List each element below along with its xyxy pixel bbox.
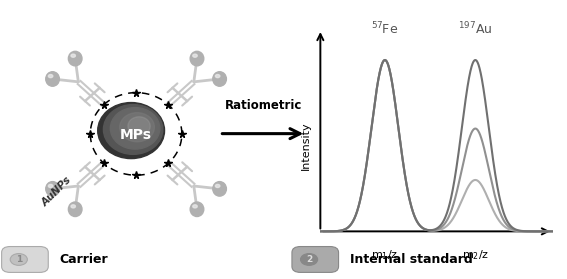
FancyBboxPatch shape <box>2 247 48 272</box>
Ellipse shape <box>46 182 60 196</box>
Text: 1: 1 <box>16 255 22 264</box>
Ellipse shape <box>111 108 160 149</box>
Ellipse shape <box>213 182 226 196</box>
Ellipse shape <box>71 205 75 208</box>
Ellipse shape <box>98 103 164 158</box>
Ellipse shape <box>193 54 197 57</box>
Ellipse shape <box>213 72 226 86</box>
Text: m$_1$/z: m$_1$/z <box>371 249 399 262</box>
Text: Ratiometric: Ratiometric <box>225 98 302 112</box>
Circle shape <box>301 254 318 265</box>
Ellipse shape <box>103 105 163 154</box>
Ellipse shape <box>46 72 60 86</box>
Text: $^{57}$Fe: $^{57}$Fe <box>371 21 399 38</box>
Circle shape <box>10 254 27 265</box>
Text: $^{197}$Au: $^{197}$Au <box>458 21 493 38</box>
Text: MPs: MPs <box>120 128 152 142</box>
Text: 2: 2 <box>306 255 312 264</box>
Ellipse shape <box>128 117 150 135</box>
Ellipse shape <box>69 51 82 66</box>
Text: Carrier: Carrier <box>60 253 108 266</box>
Text: AuNPs: AuNPs <box>40 175 74 209</box>
Ellipse shape <box>69 202 82 217</box>
Ellipse shape <box>193 205 197 208</box>
Text: m$_2$/z: m$_2$/z <box>462 249 489 262</box>
Ellipse shape <box>71 54 75 57</box>
Ellipse shape <box>190 51 204 66</box>
Ellipse shape <box>120 113 154 142</box>
FancyBboxPatch shape <box>292 247 338 272</box>
Ellipse shape <box>48 74 53 78</box>
Ellipse shape <box>215 184 220 187</box>
Ellipse shape <box>48 184 53 187</box>
Ellipse shape <box>215 74 220 78</box>
Text: Internal standard: Internal standard <box>350 253 472 266</box>
Ellipse shape <box>190 202 204 217</box>
Text: Intensity: Intensity <box>301 121 311 170</box>
